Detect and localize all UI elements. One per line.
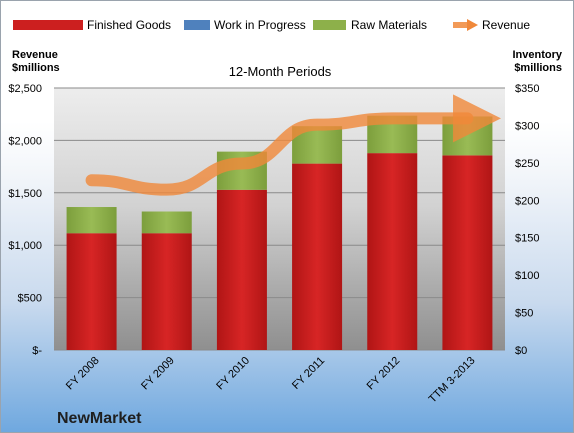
left-tick-label: $1,500 [8, 188, 42, 200]
right-tick-label: $350 [515, 83, 539, 95]
right-tick-label: $0 [515, 345, 527, 357]
right-tick-label: $50 [515, 308, 533, 320]
bar-raw-materials [141, 211, 192, 234]
bar-finished-goods [367, 153, 418, 350]
legend-item-revenue: Revenue [453, 18, 530, 32]
right-tick-label: $200 [515, 195, 539, 207]
right-axis-title-line2: $millions [514, 62, 562, 74]
left-axis-title-line2: $millions [12, 62, 60, 74]
legend-swatch-raw-materials [313, 20, 346, 30]
left-axis-ticks: $- $500 $1,000 $1,500 $2,000 $2,500 [8, 83, 42, 357]
x-tick-label: FY 2011 [290, 355, 327, 392]
legend-swatch-finished-goods [13, 20, 83, 30]
left-tick-label: $2,500 [8, 83, 42, 95]
legend-label-work-in-progress: Work in Progress [214, 18, 306, 32]
legend-label-raw-materials: Raw Materials [351, 18, 427, 32]
right-tick-label: $300 [515, 120, 539, 132]
legend-label-revenue: Revenue [482, 18, 530, 32]
x-tick-label: FY 2009 [139, 355, 177, 393]
legend-item-raw-materials: Raw Materials [313, 18, 427, 32]
bar-finished-goods [66, 233, 117, 350]
legend-item-finished-goods: Finished Goods [13, 18, 171, 32]
left-axis-title-line1: Revenue [12, 49, 58, 61]
chart-subtitle: 12-Month Periods [229, 64, 332, 79]
bar-finished-goods [442, 155, 493, 350]
legend-label-finished-goods: Finished Goods [87, 18, 171, 32]
x-tick-label: FY 2012 [365, 355, 403, 393]
left-tick-label: $2,000 [8, 135, 42, 147]
bar-finished-goods [216, 189, 267, 350]
legend: Finished Goods Work in Progress Raw Mate… [13, 18, 530, 32]
right-axis-ticks: $0 $50 $100 $150 $200 $250 $300 $350 [515, 83, 539, 357]
revenue-line [85, 94, 502, 196]
x-axis-ticks: FY 2008 FY 2009 FY 2010 FY 2011 FY 2012 TTM 3… [64, 355, 478, 406]
x-tick-label: FY 2008 [64, 355, 102, 393]
bar-raw-materials [66, 207, 117, 234]
right-axis-title-line1: Inventory [512, 49, 562, 61]
legend-item-work-in-progress: Work in Progress [184, 18, 306, 32]
legend-swatch-work-in-progress [184, 20, 210, 30]
legend-arrow-revenue [467, 19, 478, 31]
left-tick-label: $- [32, 345, 42, 357]
right-tick-label: $150 [515, 233, 539, 245]
right-tick-label: $100 [515, 270, 539, 282]
plot-area [54, 88, 505, 350]
bar-finished-goods [292, 163, 343, 350]
x-tick-label: TTM 3-2013 [427, 355, 478, 406]
left-tick-label: $1,000 [8, 240, 42, 252]
right-tick-label: $250 [515, 158, 539, 170]
left-tick-label: $500 [18, 293, 42, 305]
bar-finished-goods [141, 233, 192, 350]
company-name: NewMarket [57, 410, 142, 427]
revenue-line-path [85, 94, 502, 196]
x-tick-label: FY 2010 [214, 355, 252, 393]
